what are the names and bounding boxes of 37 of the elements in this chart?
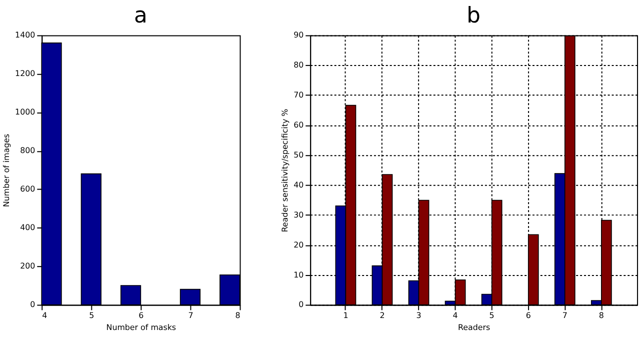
y-tick-label: 40 [294,180,304,190]
x-tick-label: 7 [562,311,568,320]
y-tick-label: 0 [30,300,36,310]
x-axis-title: Readers [458,322,490,332]
y-tick-label: 600 [20,184,36,194]
x-tick-label: 3 [416,311,422,320]
y-tick-label: 1200 [15,69,36,78]
chart-title: a [134,3,148,28]
x-tick-label: 7 [188,311,194,320]
x-tick-label: 4 [42,311,48,320]
y-tick-label: 1400 [15,30,36,40]
x-tick-label: 5 [489,311,494,320]
x-tick-label: 4 [452,311,458,320]
y-axis-title: Reader sensitivity/specificity % [280,108,290,232]
x-axis-title: Number of masks [106,322,176,332]
y-tick-label: 0 [298,300,304,310]
x-tick-label: 1 [343,311,348,320]
y-tick-label: 60 [294,120,304,130]
y-tick-label: 50 [294,150,304,160]
y-tick-label: 10 [294,270,304,280]
y-axis-title: Number of images [2,134,12,208]
y-tick-label: 1000 [15,108,36,117]
y-tick-label: 70 [294,90,304,100]
y-tick-label: 400 [20,223,36,232]
x-tick-label: 5 [89,311,94,320]
y-tick-label: 800 [20,146,36,156]
chart-title: b [466,3,480,28]
x-tick-label: 8 [598,311,604,320]
x-tick-label: 8 [235,311,240,320]
x-tick-label: 6 [526,311,531,320]
x-tick-label: 2 [380,311,385,320]
y-tick-label: 20 [294,240,304,250]
x-tick-label: 6 [138,311,144,320]
y-tick-label: 200 [20,262,36,271]
y-tick-label: 80 [294,60,304,70]
y-tick-label: 30 [294,210,304,220]
y-tick-label: 90 [294,30,304,40]
